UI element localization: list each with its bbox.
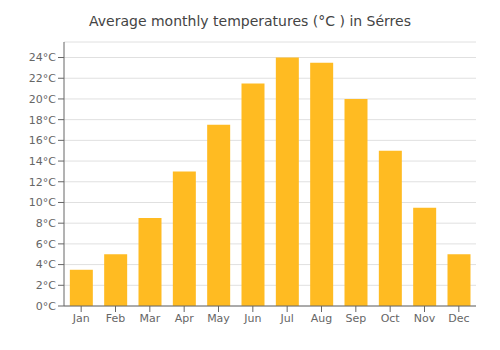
svg-text:Aug: Aug: [311, 312, 332, 325]
svg-text:Jul: Jul: [280, 312, 294, 325]
svg-text:Sep: Sep: [345, 312, 366, 325]
svg-text:22°C: 22°C: [29, 72, 56, 85]
svg-text:Dec: Dec: [448, 312, 469, 325]
svg-text:Oct: Oct: [381, 312, 401, 325]
svg-text:20°C: 20°C: [29, 93, 56, 106]
svg-text:Nov: Nov: [414, 312, 436, 325]
svg-text:16°C: 16°C: [29, 134, 56, 147]
svg-text:Jun: Jun: [243, 312, 261, 325]
svg-text:Mar: Mar: [139, 312, 160, 325]
svg-text:May: May: [207, 312, 230, 325]
svg-text:2°C: 2°C: [36, 279, 56, 292]
svg-text:6°C: 6°C: [36, 238, 56, 251]
svg-text:Jan: Jan: [72, 312, 90, 325]
svg-text:Apr: Apr: [175, 312, 195, 325]
svg-text:4°C: 4°C: [36, 258, 56, 271]
svg-text:8°C: 8°C: [36, 217, 56, 230]
svg-text:Feb: Feb: [106, 312, 125, 325]
svg-text:12°C: 12°C: [29, 176, 56, 189]
html-text:Average monthly temperatures (: Average monthly temperatures (°C ) in Sé…: [89, 13, 411, 29]
svg-text:18°C: 18°C: [29, 114, 56, 127]
svg-text:0°C: 0°C: [36, 300, 56, 313]
svg-text:14°C: 14°C: [29, 155, 56, 168]
svg-text:24°C: 24°C: [29, 51, 56, 64]
svg-text:10°C: 10°C: [29, 196, 56, 209]
